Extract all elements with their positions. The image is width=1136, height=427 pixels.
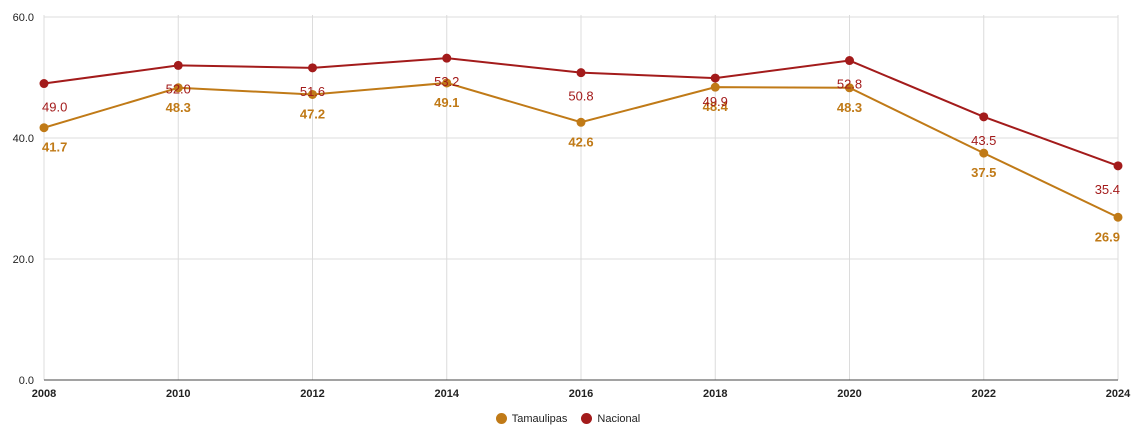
data-label-nacional: 49.0 xyxy=(42,100,67,115)
data-label-tamaulipas: 26.9 xyxy=(1095,229,1120,244)
data-point-nacional xyxy=(710,73,720,83)
data-point-nacional xyxy=(979,112,989,122)
data-point-tamaulipas xyxy=(1113,212,1123,222)
legend-label: Tamaulipas xyxy=(511,412,568,425)
data-label-nacional: 35.4 xyxy=(1095,182,1120,197)
data-point-nacional xyxy=(442,53,452,63)
data-label-tamaulipas: 48.3 xyxy=(166,100,191,115)
x-tick-label: 2018 xyxy=(703,388,727,400)
legend-marker xyxy=(581,413,593,424)
x-tick-label: 2008 xyxy=(32,388,56,400)
data-point-tamaulipas xyxy=(979,148,989,158)
data-point-tamaulipas xyxy=(442,78,452,88)
data-labels: 41.7 48.3 47.2 49.1 42.6 48.4 48.3 37.5 26.9 49.0… xyxy=(42,74,1120,244)
data-label-nacional: 53.2 xyxy=(434,74,459,89)
data-label-tamaulipas: 48.3 xyxy=(837,100,862,115)
y-tick-label: 20.0 xyxy=(13,254,34,266)
y-tick-label: 60.0 xyxy=(13,12,34,24)
data-label-nacional: 49.9 xyxy=(703,94,728,109)
x-tick-label: 2016 xyxy=(569,388,593,400)
data-point-nacional xyxy=(308,63,317,73)
data-point-tamaulipas xyxy=(308,89,317,99)
legend-marker xyxy=(495,413,507,424)
series-points xyxy=(39,53,1123,222)
x-tick-label: 2012 xyxy=(300,388,324,400)
legend: Tamaulipas Nacional xyxy=(0,410,1136,427)
data-label-nacional: 52.0 xyxy=(166,81,191,96)
x-tick-label: 2014 xyxy=(435,388,460,400)
legend-item-nacional: Nacional xyxy=(581,413,640,425)
data-point-tamaulipas xyxy=(576,117,586,127)
data-point-tamaulipas xyxy=(845,83,854,93)
data-label-tamaulipas: 37.5 xyxy=(971,165,996,180)
grid-lines xyxy=(43,15,1119,380)
data-label-tamaulipas: 47.2 xyxy=(300,106,325,121)
data-label-tamaulipas: 41.7 xyxy=(42,140,67,155)
x-tick-label: 2010 xyxy=(166,388,190,400)
data-point-tamaulipas xyxy=(39,123,49,133)
legend-label: Nacional xyxy=(597,412,641,425)
data-label-nacional: 52.8 xyxy=(837,77,862,92)
legend-item-tamaulipas: Tamaulipas xyxy=(495,412,568,425)
x-tick-label: 2022 xyxy=(972,388,996,400)
data-label-nacional: 50.8 xyxy=(568,89,593,104)
y-tick-label: 0.0 xyxy=(19,375,34,387)
x-tick-label: 2024 xyxy=(1106,388,1131,400)
data-point-nacional xyxy=(39,79,49,89)
data-label-nacional: 43.5 xyxy=(971,133,996,148)
axes: 0.0 20.0 40.0 60.0 2008 2010 2012 2014 2016 2018 2… xyxy=(13,12,1132,400)
data-label-tamaulipas: 49.1 xyxy=(434,95,459,110)
data-label-tamaulipas: 42.6 xyxy=(568,134,593,149)
y-tick-label: 40.0 xyxy=(13,133,34,145)
data-label-nacional: 51.6 xyxy=(300,84,325,99)
data-point-tamaulipas xyxy=(173,83,183,93)
data-point-nacional xyxy=(173,60,183,70)
x-tick-label: 2020 xyxy=(837,388,861,400)
data-point-tamaulipas xyxy=(710,82,720,92)
data-point-nacional xyxy=(845,56,854,66)
data-label-tamaulipas: 48.4 xyxy=(703,99,729,114)
data-point-nacional xyxy=(576,68,586,78)
line-chart: 0.0 20.0 40.0 60.0 2008 2010 2012 2014 2016 2018 2… xyxy=(13,12,1132,400)
data-point-nacional xyxy=(1113,161,1123,171)
